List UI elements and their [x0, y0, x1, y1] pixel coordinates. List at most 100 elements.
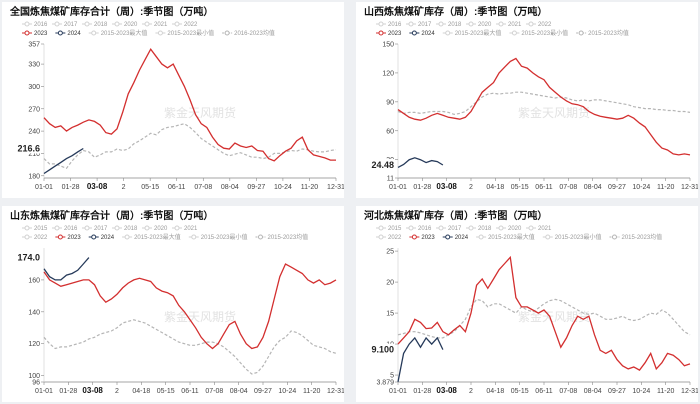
legend-label: 2018: [124, 226, 138, 232]
x-tick-label: 01-28: [62, 184, 80, 191]
legend-marker: [57, 234, 63, 240]
chart-svg: 河北炼焦煤矿库存（周）:季节图（万吨）2015 2016 2017 2018 2020 2…: [364, 209, 698, 395]
legend-marker: [511, 30, 517, 36]
x-tick-label: 10-24: [632, 184, 650, 191]
legend-marker: [174, 225, 180, 231]
legend-label: 2024: [67, 31, 81, 37]
legend-marker: [124, 234, 130, 240]
x-tick-label: 05-15: [511, 388, 529, 395]
x-tick-label: 03-08: [436, 386, 457, 395]
legend-label: 2016: [34, 22, 48, 28]
y-tick-label: 210: [28, 151, 40, 158]
legend-label: 2015-2023最大值: [134, 233, 181, 241]
y-tick-label: 120: [382, 70, 394, 77]
x-tick-label: 04-18: [486, 388, 504, 395]
legend-marker: [91, 234, 97, 240]
y-tick-label: 100: [28, 373, 40, 380]
x-tick-label: 06-11: [181, 388, 198, 395]
legend-marker: [438, 21, 444, 27]
last-value-bg: [10, 142, 41, 154]
y-tick-label: 150: [382, 42, 394, 49]
series-line-2016-2023均值: [43, 123, 337, 170]
x-tick-label: 2: [469, 184, 473, 191]
legend-label: 2020: [124, 22, 138, 28]
legend-label: 2018: [448, 22, 462, 28]
y-tick-label: 357: [28, 42, 40, 49]
legend-label: 2018: [94, 22, 108, 28]
y-tick-label: 3.879: [376, 380, 394, 387]
series-line-2024: [43, 257, 90, 281]
x-tick-label: 08-04: [584, 184, 602, 191]
y-tick-label: 330: [28, 62, 40, 69]
chart-title: 全国炼焦煤矿库存合计（周）:季节图（万吨）: [9, 5, 213, 18]
x-tick-label: 08-04: [221, 184, 239, 191]
legend-marker: [445, 30, 451, 36]
legend-marker: [84, 21, 90, 27]
legend-label: 2015-2023均值: [588, 29, 629, 37]
x-tick-label: 07-08: [559, 388, 577, 395]
legend-marker: [378, 234, 384, 240]
legend-label: 2023: [34, 31, 48, 37]
last-value-label: 174.0: [17, 253, 40, 263]
watermark: 紫金天风期货: [164, 309, 236, 324]
legend-label: 2015-2023最大值: [455, 29, 502, 37]
legend-marker: [24, 30, 30, 36]
legend-label: 2022: [184, 22, 198, 28]
x-tick-label: 11-20: [301, 184, 318, 191]
last-value-label: 9.100: [371, 345, 394, 355]
x-tick-label: 05-15: [157, 388, 175, 395]
legend-marker: [528, 21, 534, 27]
legend-marker: [438, 225, 444, 231]
x-tick-label: 12-31: [681, 184, 698, 191]
x-tick-label: 2: [115, 388, 119, 395]
legend-marker: [498, 21, 504, 27]
series-line-2023: [43, 47, 336, 162]
y-tick-label: 96: [32, 380, 40, 387]
x-tick-label: 01-01: [389, 388, 407, 395]
series-line-2024: [43, 147, 84, 175]
legend-marker: [498, 225, 504, 231]
legend-label: 2023: [67, 235, 81, 241]
legend-label: 2021: [154, 22, 168, 28]
legend-label: 2015-2023均值: [267, 233, 308, 241]
last-value-bg: [10, 251, 41, 263]
series-line-2023: [43, 263, 337, 350]
series-line-2023: [397, 57, 691, 156]
x-tick-label: 11-20: [657, 388, 674, 395]
chart-panel-shandong: 山东炼焦煤矿库存合计（周）:季节图（万吨） 2015 2016 2017 2018 202…: [2, 206, 344, 402]
x-tick-label: 11-20: [303, 388, 320, 395]
y-tick-label: 25: [386, 249, 394, 256]
legend-label: 2015-2023最小值: [555, 233, 602, 241]
legend-marker: [144, 225, 150, 231]
y-tick-label: 160: [28, 277, 40, 284]
legend-label: 2018: [478, 226, 492, 232]
series-line-2015-2023均值: [43, 319, 337, 375]
x-tick-label: 01-28: [413, 184, 431, 191]
x-tick-label: 08-04: [584, 388, 602, 395]
legend-marker: [528, 225, 534, 231]
y-tick-label: 180: [28, 173, 40, 180]
legend-label: 2017: [64, 22, 78, 28]
legend-marker: [144, 21, 150, 27]
legend-marker: [378, 30, 384, 36]
x-tick-label: 01-01: [35, 388, 53, 395]
x-tick-label: 03-08: [82, 386, 103, 395]
x-tick-label: 04-18: [486, 184, 504, 191]
x-tick-label: 07-08: [559, 184, 577, 191]
series-line-2023: [397, 255, 691, 371]
legend-label: 2017: [94, 226, 108, 232]
legend-marker: [257, 234, 263, 240]
legend-label: 2023: [388, 31, 402, 37]
legend-marker: [578, 30, 584, 36]
legend-marker: [224, 30, 230, 36]
legend-label: 2024: [455, 235, 469, 241]
x-tick-label: 01-01: [35, 184, 53, 191]
legend-label: 2017: [448, 226, 462, 232]
x-tick-label: 06-11: [535, 184, 552, 191]
chart-title: 河北炼焦煤矿库存（周）:季节图（万吨）: [364, 209, 547, 222]
legend-label: 2021: [538, 226, 552, 232]
x-tick-label: 09-27: [254, 388, 272, 395]
legend-marker: [611, 234, 617, 240]
legend-label: 2016: [388, 22, 402, 28]
legend-marker: [468, 21, 474, 27]
